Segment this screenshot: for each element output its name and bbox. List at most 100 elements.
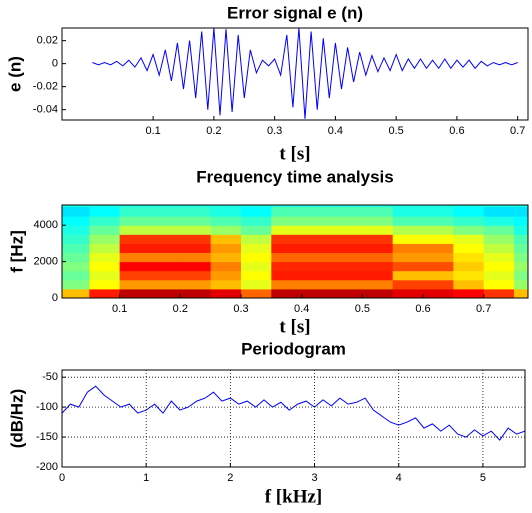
heatmap-cell bbox=[423, 234, 454, 244]
x-tick-label: 0.6 bbox=[415, 303, 430, 315]
heatmap-cell bbox=[89, 243, 121, 254]
heatmap-cell bbox=[483, 279, 515, 290]
x-tick-label: 0.1 bbox=[145, 125, 160, 137]
heatmap-cell bbox=[362, 234, 394, 244]
heatmap-cell bbox=[89, 279, 121, 290]
heatmap-cell bbox=[392, 279, 424, 290]
heatmap-cell bbox=[119, 234, 151, 244]
heatmap-cell bbox=[149, 288, 181, 298]
heatmap-cell bbox=[180, 234, 212, 244]
y-tick-label: -50 bbox=[42, 371, 58, 383]
y-tick-label: -100 bbox=[36, 401, 58, 413]
heatmap-cell bbox=[362, 270, 394, 281]
heatmap-cell bbox=[240, 207, 272, 217]
heatmap-cell bbox=[423, 207, 454, 217]
heatmap-cell bbox=[392, 243, 424, 254]
heatmap-cell bbox=[362, 261, 394, 272]
heatmap-cell bbox=[180, 288, 212, 298]
heatmap-cell bbox=[362, 288, 394, 298]
x-tick-label: 0.3 bbox=[267, 125, 282, 137]
heatmap-cell bbox=[483, 207, 515, 217]
heatmap-cell bbox=[149, 261, 181, 272]
heatmap-cell bbox=[332, 207, 363, 217]
heatmap-cell bbox=[423, 225, 454, 235]
heatmap-cell bbox=[392, 252, 424, 263]
heatmap-cell bbox=[514, 261, 528, 272]
heatmap-cell bbox=[119, 270, 151, 281]
y-tick-label: -0.02 bbox=[33, 81, 58, 93]
heatmap-cell bbox=[62, 234, 90, 244]
heatmap-cell bbox=[271, 243, 303, 254]
heatmap-cell bbox=[514, 234, 528, 244]
x-tick-label: 2 bbox=[227, 472, 233, 484]
heatmap-cell bbox=[89, 234, 121, 244]
heatmap-cell bbox=[423, 243, 454, 254]
heatmap-cell bbox=[483, 270, 515, 281]
heatmap-cell bbox=[271, 252, 303, 263]
heatmap-cell bbox=[149, 243, 181, 254]
x-tick-label: 0.5 bbox=[389, 125, 404, 137]
heatmap-cell bbox=[240, 225, 272, 235]
heatmap-cell bbox=[149, 216, 181, 226]
heatmap-cell bbox=[514, 243, 528, 254]
plot-area bbox=[62, 370, 525, 467]
heatmap-cell bbox=[62, 288, 90, 298]
chart-title: Error signal e (n) bbox=[227, 3, 363, 22]
x-tick-label: 3 bbox=[311, 472, 317, 484]
heatmap-cell bbox=[149, 279, 181, 290]
x-tick-label: 0.7 bbox=[510, 125, 525, 137]
y-tick-label: 0 bbox=[52, 292, 58, 304]
heatmap-cell bbox=[62, 225, 90, 235]
heatmap-cell bbox=[240, 252, 272, 263]
y-tick-label: 0 bbox=[52, 58, 58, 70]
heatmap-cell bbox=[514, 288, 528, 298]
heatmap-cell bbox=[301, 288, 333, 298]
x-tick-label: 0.5 bbox=[355, 303, 370, 315]
y-tick-label: 0.02 bbox=[37, 35, 58, 47]
heatmap-cell bbox=[119, 243, 151, 254]
heatmap-cell bbox=[332, 279, 363, 290]
heatmap-cell bbox=[483, 225, 515, 235]
heatmap-cell bbox=[62, 261, 90, 272]
axes-frame bbox=[61, 27, 529, 121]
y-tick-label: 4000 bbox=[34, 219, 58, 231]
heatmap-cell bbox=[240, 279, 272, 290]
chart-title: Frequency time analysis bbox=[196, 167, 393, 186]
heatmap-cell bbox=[271, 288, 303, 298]
heatmap-cell bbox=[62, 252, 90, 263]
heatmap-cell bbox=[301, 243, 333, 254]
heatmap-cell bbox=[392, 288, 424, 298]
line bbox=[92, 28, 518, 119]
heatmap-cell bbox=[332, 270, 363, 281]
heatmap-cell bbox=[514, 252, 528, 263]
heatmap-cell bbox=[240, 243, 272, 254]
x-tick-label: 1 bbox=[143, 472, 149, 484]
plot-background bbox=[62, 370, 525, 467]
x-axis-label: t [s] bbox=[279, 143, 310, 164]
heatmap-cell bbox=[332, 234, 363, 244]
heatmap-cell bbox=[332, 216, 363, 226]
heatmap-cell bbox=[483, 288, 515, 298]
heatmap-cell bbox=[271, 216, 303, 226]
x-tick-label: 0.6 bbox=[449, 125, 464, 137]
heatmap-cell bbox=[423, 252, 454, 263]
heatmap-cell bbox=[514, 279, 528, 290]
heatmap-cell bbox=[271, 207, 303, 217]
x-tick-label: 0.1 bbox=[112, 303, 127, 315]
heatmap-cell bbox=[271, 279, 303, 290]
heatmap-cell bbox=[362, 207, 394, 217]
heatmap-cell bbox=[453, 234, 485, 244]
heatmap-cell bbox=[210, 234, 242, 244]
axes-frame bbox=[61, 204, 529, 299]
heatmap-cell bbox=[392, 225, 424, 235]
heatmap-cell bbox=[62, 216, 90, 226]
heatmap-cell bbox=[149, 207, 181, 217]
heatmap-cell bbox=[362, 225, 394, 235]
x-tick-label: 0.4 bbox=[294, 303, 309, 315]
heatmap-cell bbox=[62, 243, 90, 254]
heatmap-cell bbox=[483, 243, 515, 254]
heatmap-cell bbox=[149, 252, 181, 263]
x-tick-label: 0.3 bbox=[233, 303, 248, 315]
heatmap-cell bbox=[362, 252, 394, 263]
heatmap-cell bbox=[149, 270, 181, 281]
